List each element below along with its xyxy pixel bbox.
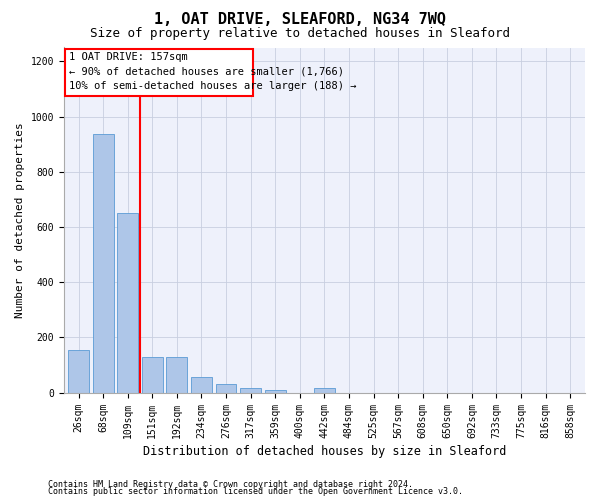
Text: Contains HM Land Registry data © Crown copyright and database right 2024.: Contains HM Land Registry data © Crown c… bbox=[48, 480, 413, 489]
Bar bbox=[265, 390, 286, 392]
Y-axis label: Number of detached properties: Number of detached properties bbox=[15, 122, 25, 318]
X-axis label: Distribution of detached houses by size in Sleaford: Distribution of detached houses by size … bbox=[143, 444, 506, 458]
Text: 10% of semi-detached houses are larger (188) →: 10% of semi-detached houses are larger (… bbox=[68, 80, 356, 90]
Text: Contains public sector information licensed under the Open Government Licence v3: Contains public sector information licen… bbox=[48, 488, 463, 496]
Text: 1, OAT DRIVE, SLEAFORD, NG34 7WQ: 1, OAT DRIVE, SLEAFORD, NG34 7WQ bbox=[154, 12, 446, 28]
Bar bbox=[215, 384, 236, 392]
Bar bbox=[314, 388, 335, 392]
Bar bbox=[240, 388, 261, 392]
Bar bbox=[191, 378, 212, 392]
Bar bbox=[166, 356, 187, 392]
Bar bbox=[142, 356, 163, 392]
Bar bbox=[65, 49, 253, 96]
Bar bbox=[92, 134, 113, 392]
Text: 1 OAT DRIVE: 157sqm: 1 OAT DRIVE: 157sqm bbox=[68, 52, 187, 62]
Bar bbox=[68, 350, 89, 393]
Text: ← 90% of detached houses are smaller (1,766): ← 90% of detached houses are smaller (1,… bbox=[68, 66, 344, 76]
Text: Size of property relative to detached houses in Sleaford: Size of property relative to detached ho… bbox=[90, 28, 510, 40]
Bar bbox=[117, 213, 138, 392]
